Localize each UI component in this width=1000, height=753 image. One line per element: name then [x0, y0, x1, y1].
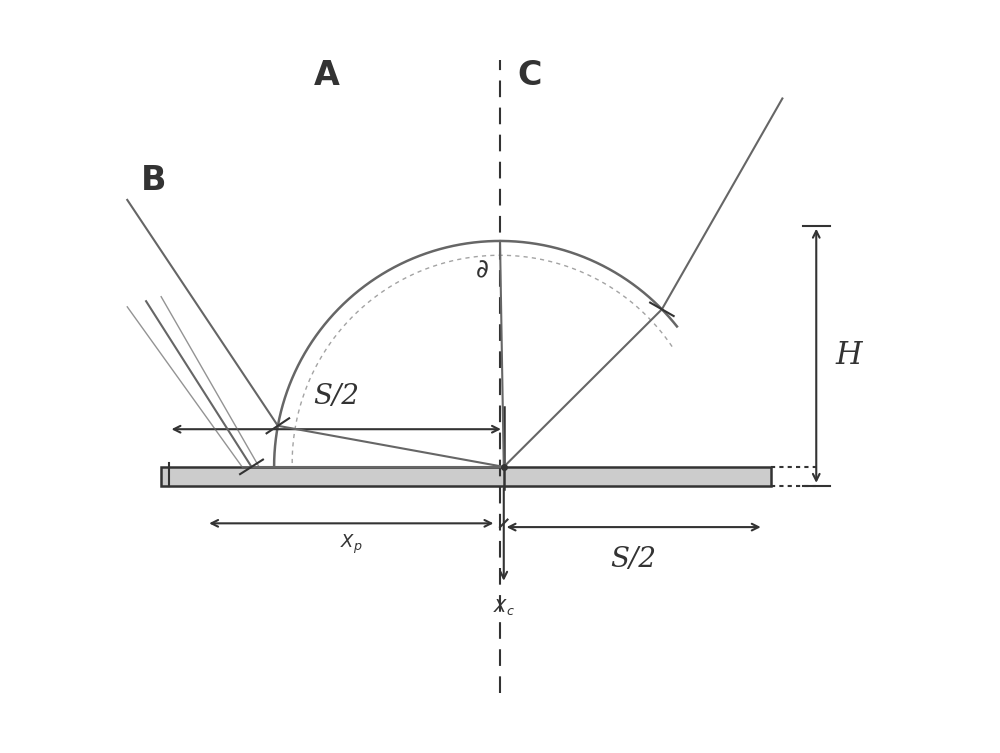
- Text: S/2: S/2: [313, 383, 359, 410]
- Text: H: H: [835, 340, 862, 371]
- Text: C: C: [518, 59, 542, 92]
- Text: B: B: [141, 164, 166, 197]
- Text: S/2: S/2: [611, 546, 657, 573]
- Bar: [161, 467, 771, 486]
- Text: $\partial$: $\partial$: [475, 260, 489, 282]
- Text: $X_c$: $X_c$: [493, 597, 515, 617]
- Text: A: A: [314, 59, 340, 92]
- Text: $X_p$: $X_p$: [340, 532, 363, 556]
